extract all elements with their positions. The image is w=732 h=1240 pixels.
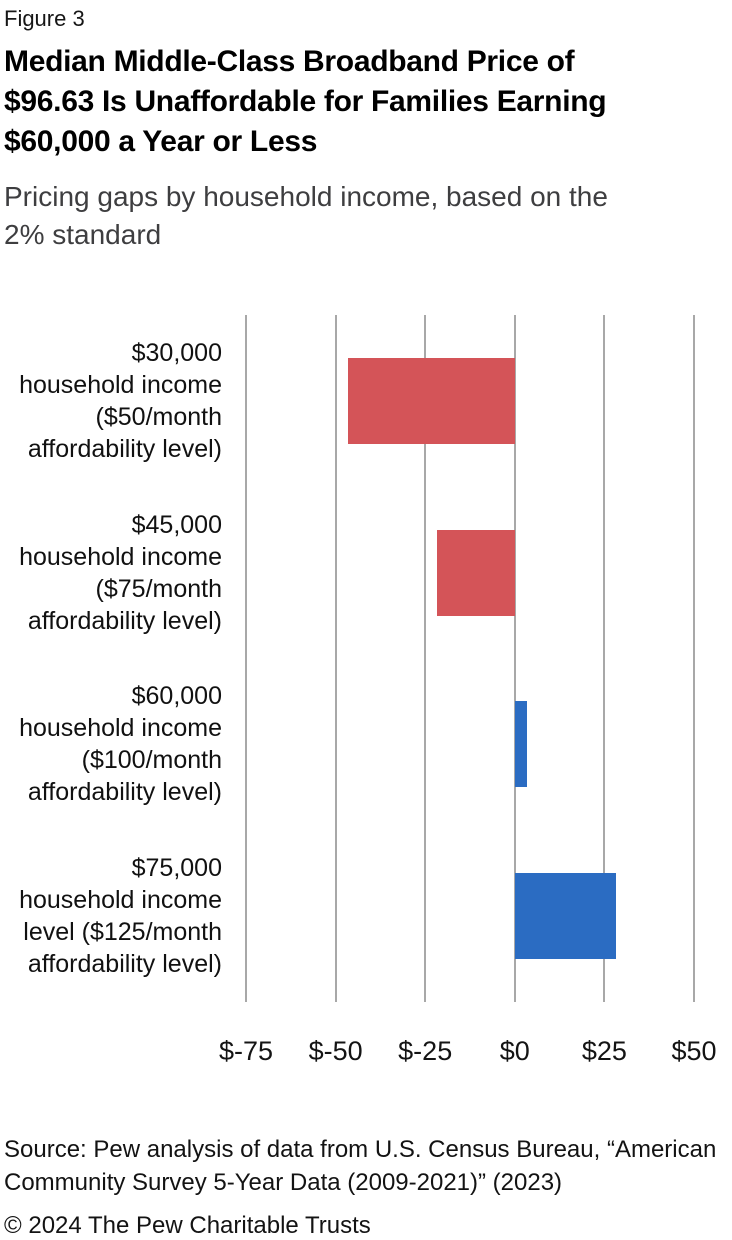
category-rows: $30,000 household income ($50/month affo… [4,315,694,1002]
x-tick-label: $50 [671,1036,717,1066]
gridline [424,315,427,1002]
figure-title: Median Middle-Class Broadband Price of $… [4,45,607,158]
bar-track [246,830,694,1002]
bar-track [246,659,694,831]
copyright-note: © 2024 The Pew Charitable Trusts [4,1212,371,1239]
gridline [603,315,606,1002]
x-tick-label: $-75 [218,1036,274,1066]
figure-label: Figure 3 [4,6,85,31]
bar-track [246,487,694,659]
category-label: $45,000 household income ($75/month affo… [19,510,222,635]
chart-row: $30,000 household income ($50/month affo… [4,315,694,487]
x-tick-label: $-25 [398,1036,453,1066]
source-note: Source: Pew analysis of data from U.S. C… [4,1136,717,1196]
plot-area [245,315,695,1002]
chart-row: $75,000 household income level ($125/mon… [4,830,694,1002]
bar-track [246,315,694,487]
bar-3 [514,701,527,788]
bar-1 [347,357,515,444]
category-label: $30,000 household income ($50/month affo… [19,338,222,463]
category-label: $75,000 household income level ($125/mon… [19,854,222,979]
bar-2 [437,529,515,616]
chart-row: $60,000 household income ($100/month aff… [4,659,694,831]
gridline [693,315,695,1002]
gridline [334,315,337,1002]
x-tick-label: $-50 [308,1036,363,1066]
x-tick-label: $0 [499,1036,530,1066]
horizontal-bar-chart: $30,000 household income ($50/month affo… [4,315,717,1067]
gridline [513,315,516,1002]
figure-subtitle: Pricing gaps by household income, based … [4,181,608,250]
chart-row: $45,000 household income ($75/month affo… [4,487,694,659]
bar-4 [514,873,617,960]
x-axis-tick-labels: $-75 $-50 $-25 $0 $25 $50 [219,1002,717,1067]
gridline [245,315,247,1002]
category-label: $60,000 household income ($100/month aff… [19,682,222,807]
x-tick-label: $25 [581,1036,627,1066]
